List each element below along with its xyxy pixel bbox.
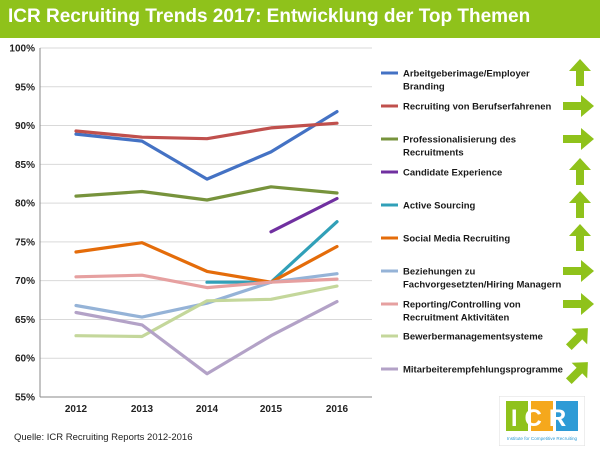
gridlines bbox=[40, 47, 372, 398]
axes: 55% 60% 65% 70% 75% 80% 85% 90% 95% 100% 2012 2013 2… bbox=[9, 44, 372, 415]
x-tick-label: 2014 bbox=[196, 404, 219, 415]
chart-title: ICR Recruiting Trends 2017: Entwicklung … bbox=[8, 6, 531, 27]
x-tick-label: 2012 bbox=[65, 404, 88, 415]
legend-label: Professionalisierung des bbox=[403, 135, 516, 146]
series-line bbox=[74, 185, 339, 202]
series-line bbox=[74, 272, 339, 319]
y-tick-label: 85% bbox=[15, 160, 35, 171]
legend-label: Candidate Experience bbox=[403, 168, 502, 179]
legend-label: Recruitment Aktivitäten bbox=[403, 313, 509, 324]
trend-arrow-icon bbox=[569, 158, 591, 185]
legend-label: Recruitments bbox=[403, 148, 464, 159]
legend-label: Arbeitgeberimage/Employer bbox=[403, 69, 530, 80]
y-tick-label: 80% bbox=[15, 199, 35, 210]
trend-arrow-icon bbox=[565, 362, 588, 385]
trend-arrow-icon bbox=[563, 95, 594, 117]
series-line bbox=[269, 196, 339, 234]
series-line bbox=[74, 300, 339, 376]
trend-arrow-icon bbox=[563, 260, 594, 282]
legend: Arbeitgeberimage/Employer Branding Recruit… bbox=[381, 69, 563, 376]
trend-arrow-icon bbox=[563, 128, 594, 150]
trend-arrow-icon bbox=[565, 328, 588, 351]
trend-arrows bbox=[563, 59, 594, 385]
source-note: Quelle: ICR Recruiting Reports 2012-2016 bbox=[14, 432, 193, 443]
series-line bbox=[74, 110, 339, 181]
x-tick-label: 2015 bbox=[260, 404, 283, 415]
legend-label: Fachvorgesetzten/Hiring Managern bbox=[403, 280, 562, 291]
logo-text: ICR bbox=[511, 405, 573, 432]
legend-label: Beziehungen zu bbox=[403, 267, 476, 278]
legend-label: Active Sourcing bbox=[403, 201, 476, 212]
y-tick-label: 65% bbox=[15, 315, 35, 326]
trend-arrow-icon bbox=[569, 191, 591, 218]
trend-arrow-icon bbox=[563, 293, 594, 315]
x-tick-label: 2013 bbox=[131, 404, 154, 415]
trend-arrow-icon bbox=[569, 224, 591, 251]
trend-arrow-icon bbox=[569, 59, 591, 86]
series-line bbox=[74, 284, 339, 339]
legend-label: Mitarbeiterempfehlungsprogramme bbox=[403, 365, 563, 376]
series-line bbox=[74, 121, 339, 141]
y-tick-label: 90% bbox=[15, 121, 35, 132]
legend-label: Social Media Recruiting bbox=[403, 234, 510, 245]
y-tick-label: 75% bbox=[15, 237, 35, 248]
series-lines bbox=[74, 110, 339, 376]
series-line bbox=[74, 273, 339, 290]
y-tick-label: 95% bbox=[15, 82, 35, 93]
y-tick-label: 60% bbox=[15, 354, 35, 365]
legend-label: Reporting/Controlling von bbox=[403, 300, 521, 311]
y-tick-label: 70% bbox=[15, 276, 35, 287]
series-line bbox=[74, 241, 339, 284]
legend-label: Branding bbox=[403, 82, 445, 93]
legend-label: Recruiting von Berufserfahrenen bbox=[403, 102, 552, 113]
y-tick-label: 55% bbox=[15, 393, 35, 404]
x-tick-label: 2016 bbox=[326, 404, 349, 415]
y-tick-label: 100% bbox=[9, 44, 35, 55]
legend-label: Bewerbermanagementsysteme bbox=[403, 332, 543, 343]
icr-logo: ICR Institute for Competitive Recruiting bbox=[499, 396, 585, 446]
logo-tagline: Institute for Competitive Recruiting bbox=[507, 436, 578, 441]
title-bar: ICR Recruiting Trends 2017: Entwicklung … bbox=[0, 0, 600, 38]
